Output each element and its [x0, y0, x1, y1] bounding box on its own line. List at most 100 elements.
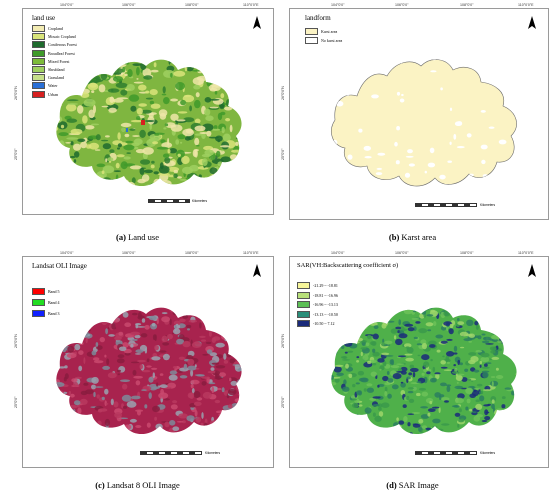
texture-patch — [351, 73, 359, 78]
texture-patch — [343, 412, 349, 415]
texture-patch — [221, 387, 225, 393]
texture-patch — [95, 342, 99, 347]
texture-patch — [211, 386, 215, 394]
caption: (d) SAR Image — [275, 480, 550, 490]
texture-patch — [151, 356, 161, 361]
texture-patch — [93, 360, 104, 364]
texture-patch — [491, 417, 501, 421]
texture-patch — [457, 423, 460, 428]
texture-patch — [466, 428, 471, 433]
texture-patch — [500, 328, 506, 332]
texture-patch — [403, 416, 408, 423]
texture-patch — [108, 432, 116, 435]
texture-patch — [57, 102, 62, 107]
legend-item: No karst area — [305, 37, 342, 44]
texture-patch — [155, 423, 163, 430]
texture-patch — [164, 123, 169, 127]
texture-patch — [190, 369, 194, 377]
texture-patch — [154, 133, 160, 136]
texture-patch — [440, 340, 448, 344]
texture-patch — [161, 335, 168, 343]
texture-patch — [237, 106, 242, 115]
texture-patch — [504, 387, 512, 390]
top-tick: 106°0'0" — [395, 3, 409, 7]
texture-patch — [482, 431, 486, 434]
texture-patch — [425, 427, 431, 430]
texture-patch — [384, 340, 393, 345]
texture-patch — [150, 103, 161, 109]
texture-patch — [91, 350, 97, 356]
texture-patch — [98, 84, 106, 93]
texture-patch — [227, 83, 234, 91]
texture-patch — [57, 412, 62, 420]
texture-patch — [441, 397, 450, 401]
texture-patch — [117, 147, 120, 150]
texture-patch — [436, 428, 444, 432]
texture-patch — [205, 323, 213, 331]
texture-patch — [515, 414, 517, 417]
texture-patch — [149, 123, 152, 130]
texture-patch — [512, 317, 517, 321]
texture-patch — [201, 158, 208, 167]
legend-swatch — [297, 320, 310, 327]
texture-patch — [467, 424, 473, 431]
texture-patch — [355, 382, 360, 385]
texture-patch — [176, 421, 184, 423]
texture-patch — [240, 140, 242, 146]
texture-patch — [109, 315, 114, 319]
texture-patch — [244, 158, 250, 164]
caption-letter: (d) — [386, 480, 397, 490]
texture-patch — [61, 328, 64, 333]
texture-patch — [495, 375, 504, 379]
legend-title: land use — [32, 14, 56, 22]
texture-patch — [383, 361, 387, 367]
texture-patch — [492, 307, 501, 311]
texture-patch — [77, 327, 82, 332]
texture-patch — [345, 430, 353, 435]
legend-swatch — [305, 28, 318, 35]
texture-patch — [499, 426, 506, 430]
texture-patch — [72, 426, 82, 433]
texture-patch — [382, 375, 389, 382]
texture-patch — [384, 382, 391, 386]
texture-patch — [482, 389, 492, 392]
texture-patch — [93, 105, 96, 114]
texture-patch — [140, 159, 151, 165]
texture-patch — [505, 343, 508, 350]
legend-item: Band 5 — [32, 288, 59, 295]
texture-patch — [227, 388, 237, 396]
texture-patch — [214, 325, 218, 330]
texture-patch — [88, 109, 95, 119]
texture-patch — [478, 436, 485, 439]
texture-patch — [131, 338, 138, 341]
left-tick: 25°0'0" — [14, 396, 18, 408]
texture-patch — [354, 337, 363, 342]
texture-patch — [392, 429, 396, 433]
texture-patch — [172, 426, 180, 431]
texture-patch — [494, 410, 499, 416]
texture-patch — [458, 408, 462, 413]
scale-label: Kilometers — [205, 451, 221, 455]
texture-patch — [206, 349, 213, 354]
texture-patch — [455, 397, 464, 404]
texture-patch — [413, 336, 418, 340]
texture-patch — [235, 141, 239, 146]
texture-patch — [78, 308, 83, 311]
texture-patch — [240, 98, 242, 100]
texture-patch — [94, 315, 103, 321]
legend-swatch — [32, 57, 45, 65]
texture-patch — [67, 103, 79, 105]
texture-patch — [480, 322, 488, 327]
texture-patch — [496, 408, 502, 411]
texture-patch — [210, 367, 215, 371]
texture-patch — [134, 334, 141, 339]
texture-patch — [239, 64, 242, 71]
texture-patch — [180, 141, 183, 144]
texture-patch — [481, 366, 490, 369]
texture-patch — [471, 389, 479, 397]
texture-patch — [69, 163, 78, 171]
texture-patch — [399, 98, 405, 103]
legend-swatch — [32, 310, 45, 317]
texture-patch — [221, 179, 225, 183]
texture-patch — [418, 419, 424, 424]
